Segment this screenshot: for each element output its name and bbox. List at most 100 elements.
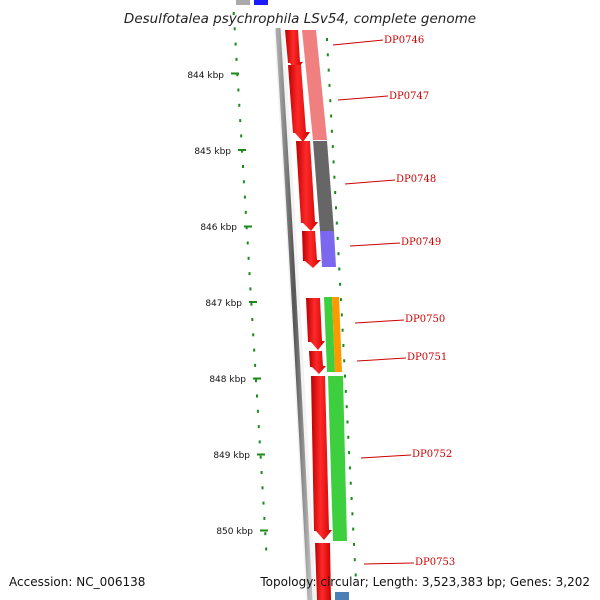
track-minor-tick: [352, 527, 355, 531]
ruler-label-846: 846 kbp: [200, 223, 237, 233]
track-minor-tick: [340, 313, 343, 317]
gene-arrow-DP0750[interactable]: [306, 298, 325, 350]
ruler-minor-tick: [265, 547, 268, 551]
ruler-minor-tick: [256, 394, 258, 398]
ruler-minor-tick: [260, 471, 263, 474]
ruler-minor-tick: [241, 149, 244, 153]
track-minor-tick: [347, 435, 350, 439]
cog-bar-DP0746-DP0747[interactable]: [302, 30, 327, 140]
prior-feature-blue: [254, 0, 268, 5]
gene-arrow-DP0753[interactable]: [315, 543, 331, 600]
gene-label-DP0753[interactable]: DP0753: [415, 557, 455, 568]
ruler-minor-tick: [246, 241, 249, 245]
gene-label-DP0746[interactable]: DP0746: [384, 35, 424, 46]
ruler-minor-tick: [248, 272, 251, 276]
ruler-minor-tick: [235, 57, 238, 61]
gene-label-DP0748[interactable]: DP0748: [396, 174, 436, 185]
gene-arrow-DP0747[interactable]: [288, 65, 310, 142]
track-minor-tick: [328, 83, 331, 87]
connector-DP0753: [363, 562, 415, 565]
ruler-minor-tick: [236, 73, 239, 77]
track-minor-tick: [326, 53, 329, 57]
gene-label-DP0750[interactable]: DP0750: [405, 314, 445, 325]
gene-label-DP0752[interactable]: DP0752: [412, 449, 452, 460]
track-minor-tick: [341, 328, 344, 332]
ruler-minor-tick: [242, 165, 244, 168]
track-minor-tick: [327, 68, 330, 72]
ruler-minor-tick: [240, 134, 243, 138]
gene-arrow-DP0748[interactable]: [296, 141, 318, 231]
track-minor-tick: [330, 114, 333, 118]
ruler-tick-849: [257, 453, 265, 456]
cog-bar-DP0748[interactable]: [313, 141, 334, 231]
ruler-minor-tick: [253, 348, 256, 352]
ruler-dots: [232, 12, 268, 551]
track-minor-tick: [344, 374, 346, 378]
gene-label-DP0747[interactable]: DP0747: [389, 91, 429, 102]
cog-bar-DP0750-green[interactable]: [324, 297, 335, 372]
track-minor-tick: [334, 191, 337, 194]
track-minor-tick: [348, 451, 351, 455]
track-minor-tick: [338, 267, 341, 271]
ruler-minor-tick: [257, 425, 260, 429]
track-minor-tick: [343, 359, 346, 363]
track-minor-tick: [350, 497, 353, 500]
ruler-label-848: 848 kbp: [209, 375, 246, 385]
connector-DP0750: [354, 319, 405, 324]
cog-bar-DP0750-orange[interactable]: [332, 297, 342, 372]
ruler-tick-850: [260, 529, 268, 532]
track-minor-tick: [337, 252, 340, 256]
track-minor-tick: [345, 405, 348, 409]
ruler-minor-tick: [259, 455, 262, 459]
track-minor-tick: [342, 344, 345, 347]
ruler-minor-tick: [249, 287, 252, 291]
gene-arrow-DP0746[interactable]: [285, 30, 303, 71]
track-minor-tick: [335, 221, 338, 225]
cog-bars: [302, 30, 349, 600]
connector-DP0746: [332, 39, 384, 46]
ruler-minor-tick: [234, 42, 237, 46]
track-minor-tick: [344, 389, 347, 393]
ruler-minor-tick: [261, 486, 264, 490]
gene-label-DP0749[interactable]: DP0749: [401, 237, 441, 248]
ruler-minor-tick: [258, 440, 261, 444]
track-minor-tick: [333, 175, 336, 179]
track-minor-tick: [336, 236, 339, 240]
connector-DP0749: [349, 242, 401, 247]
ruler-tick-846: [244, 225, 252, 228]
track-minor-tick: [332, 160, 335, 164]
gene-label-DP0751[interactable]: DP0751: [407, 352, 447, 363]
ruler-tick-844: [231, 72, 239, 75]
ruler-minor-tick: [244, 210, 247, 214]
ruler: 844 kbp 845 kbp 846 kbp 847 kbp 848 kbp …: [187, 71, 268, 537]
ruler-minor-tick: [263, 516, 266, 520]
ruler-minor-tick: [243, 195, 246, 199]
gene-labels: DP0746 DP0747 DP0748 DP0749 DP0750 DP075…: [332, 35, 455, 568]
cog-bar-DP0752[interactable]: [328, 376, 347, 541]
sequence-backbone: [275, 27, 313, 600]
feature-track-dots: [326, 38, 357, 577]
gene-arrow-DP0752[interactable]: [311, 376, 332, 540]
gene-arrow-DP0749[interactable]: [302, 231, 321, 268]
ruler-minor-tick: [250, 302, 253, 306]
cog-bar-DP0749[interactable]: [320, 231, 336, 267]
track-minor-tick: [353, 558, 356, 562]
ruler-minor-tick: [245, 226, 248, 230]
ruler-label-845: 845 kbp: [194, 147, 231, 157]
ruler-tick-848: [253, 377, 261, 380]
cog-bar-DP0753[interactable]: [335, 592, 349, 600]
ruler-minor-tick: [256, 409, 259, 413]
genome-title: Desulfotalea psychrophila LSv54, complet…: [124, 11, 476, 27]
ruler-minor-tick: [254, 363, 257, 367]
ruler-tick-845: [238, 149, 246, 151]
ruler-tick-847: [249, 301, 257, 303]
track-minor-tick: [331, 145, 334, 149]
ruler-label-844: 844 kbp: [187, 71, 224, 81]
gene-arrows: [285, 30, 332, 600]
track-minor-tick: [339, 298, 342, 302]
connector-DP0752: [360, 454, 412, 459]
ruler-minor-tick: [252, 333, 255, 337]
ruler-minor-tick: [232, 12, 235, 15]
gene-arrow-DP0751[interactable]: [309, 351, 326, 374]
